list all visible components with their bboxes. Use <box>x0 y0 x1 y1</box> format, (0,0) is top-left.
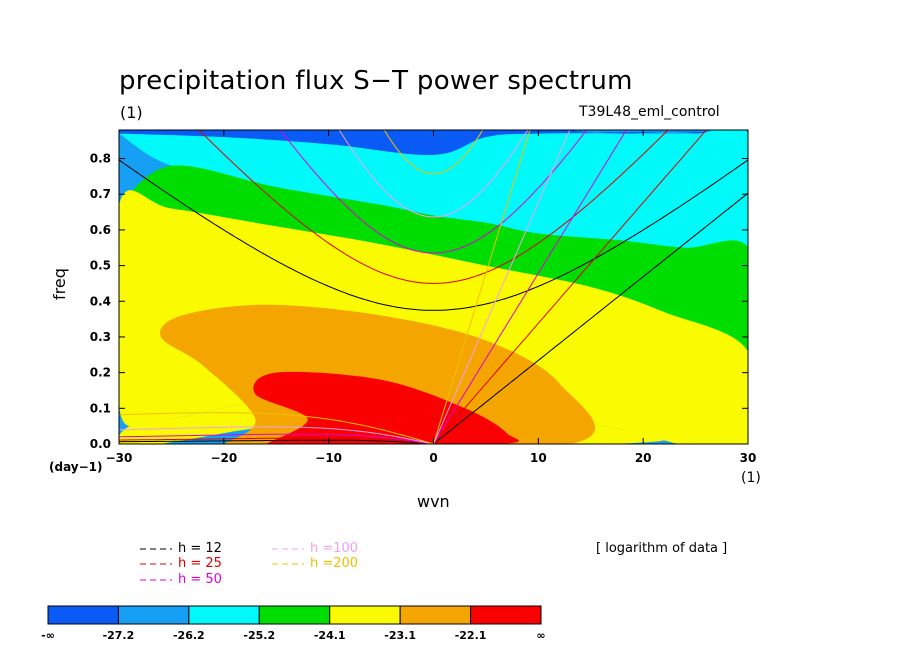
x-tick-label: 30 <box>740 451 757 465</box>
y-tick-label: 0.0 <box>90 437 111 451</box>
colorbar-label: -∞ <box>41 629 55 642</box>
y-tick-label: 0.8 <box>90 152 111 166</box>
x-tick-label: 20 <box>635 451 652 465</box>
y-axis-label: freq <box>50 268 69 300</box>
rossby-wave-h12 <box>119 439 434 444</box>
x-tick-label: 0 <box>429 451 437 465</box>
x-axis-label: wvn <box>417 492 450 511</box>
legend-entry: h =200 <box>310 556 359 571</box>
colorbar-swatch <box>258 605 331 625</box>
colorbar-label: ∞ <box>536 629 546 642</box>
colorbar-swatch <box>329 605 401 625</box>
rossby-wave-h200 <box>119 412 434 444</box>
contour-fills <box>119 130 748 444</box>
x-tick-label: 10 <box>530 451 547 465</box>
y-tick-label: 0.4 <box>90 294 111 308</box>
kelvin-wave-h25 <box>433 130 707 444</box>
rossby-wave-h50 <box>119 433 434 444</box>
inertia-gravity-wave-h12 <box>119 159 748 311</box>
kelvin-wave-h200 <box>433 130 531 444</box>
legend-entry: h =100 <box>310 541 359 556</box>
colorbar-label: -26.2 <box>172 629 205 642</box>
y-tick-label: 0.6 <box>90 223 111 237</box>
colorbar-label: -27.2 <box>102 629 135 642</box>
y-tick-label: 0.7 <box>90 187 111 201</box>
x-axis-unit: (1) <box>741 470 761 486</box>
contour-band--26.2 <box>119 130 748 159</box>
legend-entry: h = 25 <box>178 556 222 571</box>
kelvin-wave-h50 <box>433 130 627 444</box>
contour-band--22.1b <box>160 304 596 444</box>
x-tick-label: −30 <box>106 451 133 465</box>
y-tick-label: 0.5 <box>90 259 111 273</box>
colorbar-swatch <box>47 605 119 625</box>
y-tick-label: 0.1 <box>90 401 111 415</box>
colorbar-swatch <box>117 605 190 625</box>
subtitle-right: T39L48_eml_control <box>579 104 720 120</box>
contour-band--24.1 <box>119 165 748 353</box>
contour-band--25.2 <box>119 130 748 257</box>
y-tick-label: 0.3 <box>90 330 111 344</box>
colorbar-swatch <box>470 605 542 625</box>
y-axis-unit: (day−1) <box>49 460 103 474</box>
subtitle-left: (1) <box>120 103 143 122</box>
legend-entry: h = 50 <box>178 572 222 587</box>
chart-title: precipitation flux S−T power spectrum <box>119 66 633 96</box>
y-tick-label: 0.2 <box>90 366 111 380</box>
inertia-gravity-wave-h25 <box>198 130 669 284</box>
inertia-gravity-wave-h50 <box>279 130 588 254</box>
legend-lines <box>140 548 304 581</box>
kelvin-wave-h12 <box>433 192 748 444</box>
plot-area <box>119 130 748 444</box>
colorbar-label: -22.1 <box>454 629 487 642</box>
contour-band-max <box>253 371 520 444</box>
rossby-wave-h25 <box>119 437 434 444</box>
x-tick-label: −10 <box>315 451 342 465</box>
rossby-wave-h100 <box>119 426 434 444</box>
colorbar-label: -23.1 <box>384 629 416 642</box>
colorbar-label: -25.2 <box>243 629 276 642</box>
kelvin-wave-h100 <box>433 130 571 444</box>
colorbar <box>47 605 542 625</box>
colorbar-swatch <box>188 605 260 625</box>
x-tick-label: −20 <box>210 451 237 465</box>
log-note: [ logarithm of data ] <box>596 541 728 556</box>
colorbar-swatch <box>399 605 472 625</box>
inertia-gravity-wave-h200 <box>383 130 484 175</box>
inertia-gravity-wave-h100 <box>338 130 529 218</box>
legend-entry: h = 12 <box>178 541 222 556</box>
colorbar-label: -24.1 <box>313 629 346 642</box>
axes: −30 −20 −10 0 10 20 30 0.0 0.1 0.2 0.3 0.4 0.5 0.6 0.7… <box>90 129 757 465</box>
dispersion-curves <box>119 130 748 444</box>
